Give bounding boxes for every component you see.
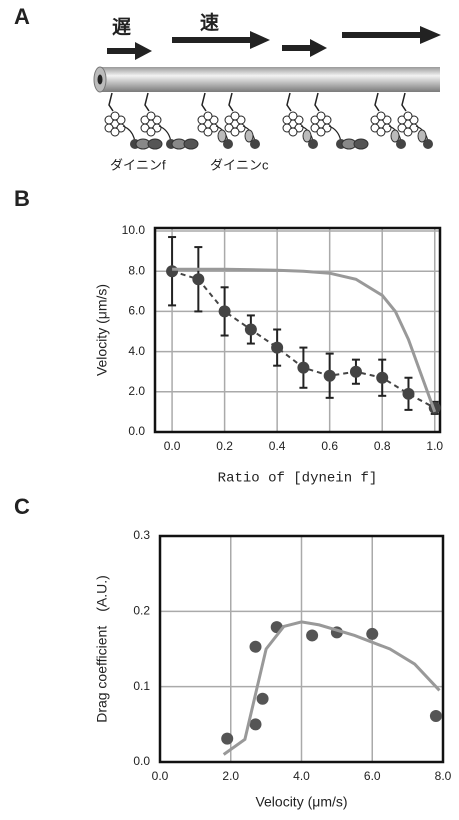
head [217, 129, 227, 143]
y-tick-label: 2.0 [128, 384, 145, 398]
ring [203, 111, 213, 121]
head [147, 138, 163, 150]
head [250, 139, 260, 149]
head [417, 129, 427, 143]
point [402, 387, 415, 400]
stalk [108, 92, 114, 112]
ring [230, 127, 240, 137]
point [429, 710, 442, 723]
stalk [401, 92, 407, 112]
panel-label: C [14, 494, 30, 519]
y-tick-label: 0.1 [133, 679, 150, 693]
y-tick-label: 8.0 [128, 263, 145, 277]
point [366, 627, 379, 640]
dyneins [104, 92, 433, 150]
ring [146, 111, 156, 121]
arrows [107, 26, 441, 60]
x-tick-label: 0.6 [321, 439, 338, 453]
dynein-c-label: ダイニンc [210, 157, 269, 172]
stalk [374, 92, 380, 112]
head [308, 139, 318, 149]
ring [230, 111, 240, 121]
ring [403, 111, 413, 121]
point [192, 273, 205, 286]
stalk [286, 92, 292, 112]
x-tick-label: 2.0 [222, 769, 239, 783]
ring [146, 127, 156, 137]
point [249, 640, 262, 653]
dynein-f-label: ダイニンf [110, 157, 166, 172]
ring [288, 127, 298, 137]
head [396, 139, 406, 149]
y-axis-title: Drag coefficient (A.U.) [94, 575, 110, 723]
x-tick-label: 6.0 [364, 769, 381, 783]
x-tick-label: 0.2 [216, 439, 233, 453]
ring [288, 111, 298, 121]
ring [316, 111, 326, 121]
y-axis-title: Velocity (μm/s) [94, 284, 110, 376]
point [271, 341, 284, 354]
y-tick-label: 0.0 [133, 754, 150, 768]
x-tick-label: 0.0 [152, 769, 169, 783]
point [244, 323, 257, 336]
ring [376, 127, 386, 137]
panel-label: B [14, 186, 30, 211]
plot-frame [153, 226, 442, 434]
x-tick-label: 0.8 [374, 439, 391, 453]
ring [110, 111, 120, 121]
stalk [201, 92, 207, 112]
point [376, 371, 389, 384]
y-tick-label: 4.0 [128, 344, 145, 358]
ring [403, 127, 413, 137]
ring [316, 127, 326, 137]
head [423, 139, 433, 149]
slow-label: 遅 [112, 16, 131, 38]
fast-label: 速 [200, 11, 219, 34]
stalk [314, 92, 320, 112]
point [323, 369, 336, 382]
y-tick-label: 0.0 [128, 424, 145, 438]
x-tick-label: 0.4 [269, 439, 286, 453]
model-curve [172, 267, 437, 413]
head [244, 129, 254, 143]
x-tick-label: 8.0 [435, 769, 452, 783]
point [349, 365, 362, 378]
y-tick-label: 6.0 [128, 304, 145, 318]
stalk [228, 92, 234, 112]
plot-frame [158, 534, 445, 764]
microtubule [93, 66, 440, 93]
head [302, 129, 312, 143]
x-axis-title: Velocity (μm/s) [255, 794, 347, 810]
point [297, 361, 310, 374]
ring [376, 111, 386, 121]
head [183, 138, 199, 150]
ring [110, 127, 120, 137]
head [390, 129, 400, 143]
y-tick-label: 0.3 [133, 528, 150, 542]
point [221, 732, 234, 745]
panel-label: A [14, 4, 30, 29]
model-curve [222, 620, 441, 756]
x-tick-label: 4.0 [293, 769, 310, 783]
stalk [144, 92, 150, 112]
point [256, 692, 269, 705]
x-axis-title: Ratio of [dynein f] [218, 471, 378, 487]
point [166, 265, 179, 278]
x-tick-label: 1.0 [426, 439, 443, 453]
ring [203, 127, 213, 137]
head [353, 138, 369, 150]
point [218, 305, 231, 318]
y-tick-label: 0.2 [133, 604, 150, 618]
point [306, 629, 319, 642]
y-tick-label: 10.0 [122, 223, 146, 237]
point [249, 718, 262, 731]
x-tick-label: 0.0 [164, 439, 181, 453]
head [223, 139, 233, 149]
